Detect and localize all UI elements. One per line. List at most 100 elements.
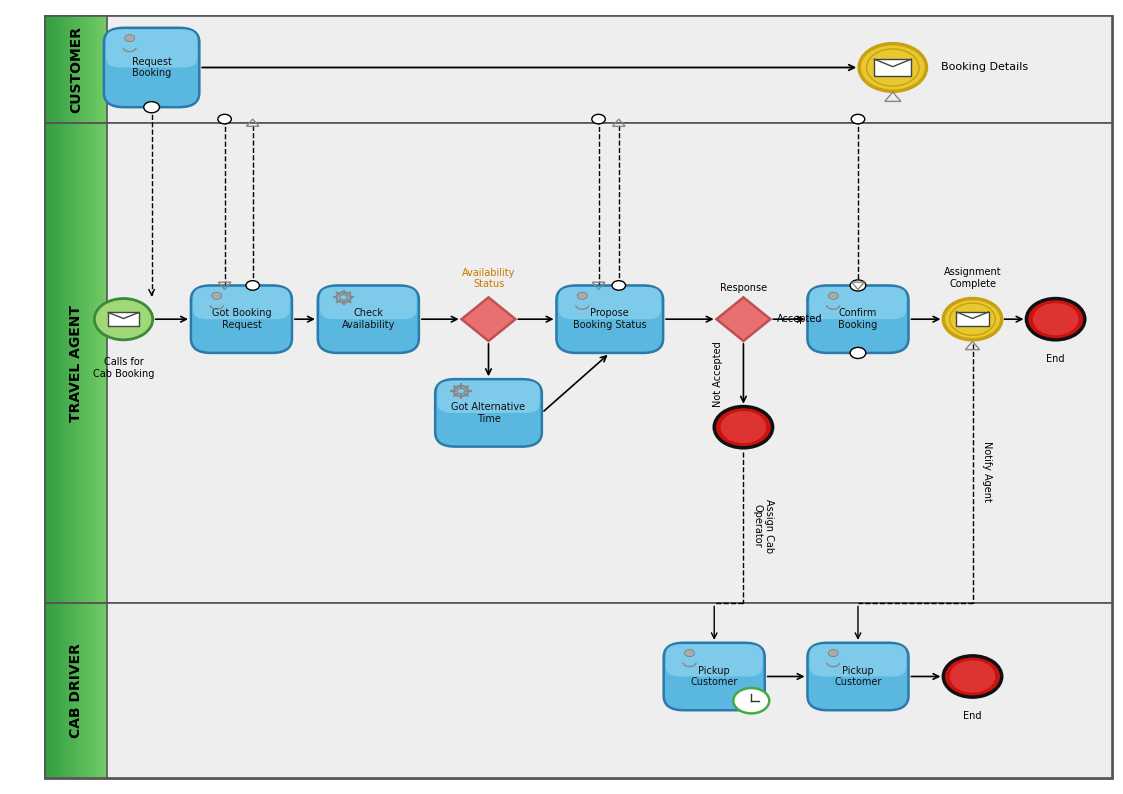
Bar xyxy=(72,16,74,123)
Bar xyxy=(104,16,107,123)
Circle shape xyxy=(828,292,838,299)
Bar xyxy=(77,123,80,603)
Circle shape xyxy=(1026,299,1085,340)
Bar xyxy=(55,123,57,603)
Bar xyxy=(57,603,60,778)
Bar xyxy=(90,16,92,123)
Bar xyxy=(94,16,97,123)
Text: Booking Details: Booking Details xyxy=(941,63,1029,72)
Bar xyxy=(104,603,107,778)
Circle shape xyxy=(612,281,626,291)
FancyBboxPatch shape xyxy=(191,286,292,353)
Bar xyxy=(99,603,102,778)
Text: Got Alternative
Time: Got Alternative Time xyxy=(451,402,526,424)
Bar xyxy=(62,603,65,778)
Circle shape xyxy=(211,292,222,299)
Bar xyxy=(55,16,57,123)
Bar xyxy=(77,603,80,778)
Circle shape xyxy=(733,688,769,714)
Bar xyxy=(53,603,55,778)
Text: Assignment
Complete: Assignment Complete xyxy=(943,268,1002,289)
Bar xyxy=(62,123,65,603)
Circle shape xyxy=(721,411,766,443)
Text: Response: Response xyxy=(720,283,767,293)
Bar xyxy=(60,16,62,123)
Bar xyxy=(47,123,49,603)
Circle shape xyxy=(684,649,694,657)
Bar xyxy=(49,603,53,778)
FancyBboxPatch shape xyxy=(320,287,417,319)
Circle shape xyxy=(218,114,231,124)
Bar xyxy=(74,16,77,123)
Bar xyxy=(90,603,92,778)
Bar xyxy=(72,603,74,778)
Bar xyxy=(57,16,60,123)
Circle shape xyxy=(828,649,838,657)
Text: Not Accepted: Not Accepted xyxy=(713,341,723,407)
Bar xyxy=(45,123,1112,603)
Text: Accepted: Accepted xyxy=(777,314,823,324)
Bar xyxy=(80,16,82,123)
FancyBboxPatch shape xyxy=(559,287,660,319)
FancyBboxPatch shape xyxy=(438,381,539,413)
Circle shape xyxy=(714,407,773,448)
Bar xyxy=(94,123,97,603)
Bar xyxy=(86,603,90,778)
FancyBboxPatch shape xyxy=(807,286,909,353)
FancyBboxPatch shape xyxy=(193,287,290,319)
Bar xyxy=(70,123,72,603)
Bar xyxy=(45,603,1112,778)
Bar xyxy=(80,123,82,603)
Bar xyxy=(45,123,47,603)
Bar xyxy=(84,16,86,123)
Text: Propose
Booking Status: Propose Booking Status xyxy=(573,308,647,330)
Text: Pickup
Customer: Pickup Customer xyxy=(691,665,738,688)
Bar xyxy=(65,123,67,603)
Bar xyxy=(108,313,139,326)
Text: Pickup
Customer: Pickup Customer xyxy=(834,665,882,688)
Text: Request
Booking: Request Booking xyxy=(131,56,172,79)
Bar xyxy=(84,123,86,603)
Bar xyxy=(45,603,47,778)
Bar xyxy=(90,123,92,603)
Bar xyxy=(86,123,90,603)
Bar xyxy=(97,123,99,603)
Bar xyxy=(104,123,107,603)
Bar xyxy=(72,123,74,603)
Circle shape xyxy=(577,292,587,299)
Text: Availability
Status: Availability Status xyxy=(462,268,515,290)
Bar xyxy=(67,16,70,123)
Bar xyxy=(97,16,99,123)
Circle shape xyxy=(850,348,866,359)
Bar xyxy=(77,16,80,123)
Bar xyxy=(82,16,84,123)
Bar xyxy=(60,603,62,778)
Bar xyxy=(45,16,1112,123)
Circle shape xyxy=(859,44,926,91)
Bar xyxy=(102,603,104,778)
FancyBboxPatch shape xyxy=(106,29,198,67)
Bar xyxy=(65,16,67,123)
Bar xyxy=(62,16,65,123)
FancyBboxPatch shape xyxy=(436,380,542,446)
Bar xyxy=(49,16,53,123)
Bar xyxy=(957,312,988,326)
Text: Notify Agent: Notify Agent xyxy=(982,441,992,502)
Circle shape xyxy=(1033,303,1078,335)
Polygon shape xyxy=(462,298,515,341)
Bar xyxy=(99,16,102,123)
Bar xyxy=(45,16,47,123)
Bar xyxy=(45,603,107,778)
Bar xyxy=(67,603,70,778)
Bar xyxy=(70,603,72,778)
Bar xyxy=(53,123,55,603)
Bar xyxy=(70,16,72,123)
Bar xyxy=(92,603,94,778)
Bar xyxy=(47,603,49,778)
Bar xyxy=(92,16,94,123)
Bar xyxy=(45,123,107,603)
Bar xyxy=(94,603,97,778)
Bar xyxy=(84,603,86,778)
Bar xyxy=(102,123,104,603)
Circle shape xyxy=(850,280,866,291)
